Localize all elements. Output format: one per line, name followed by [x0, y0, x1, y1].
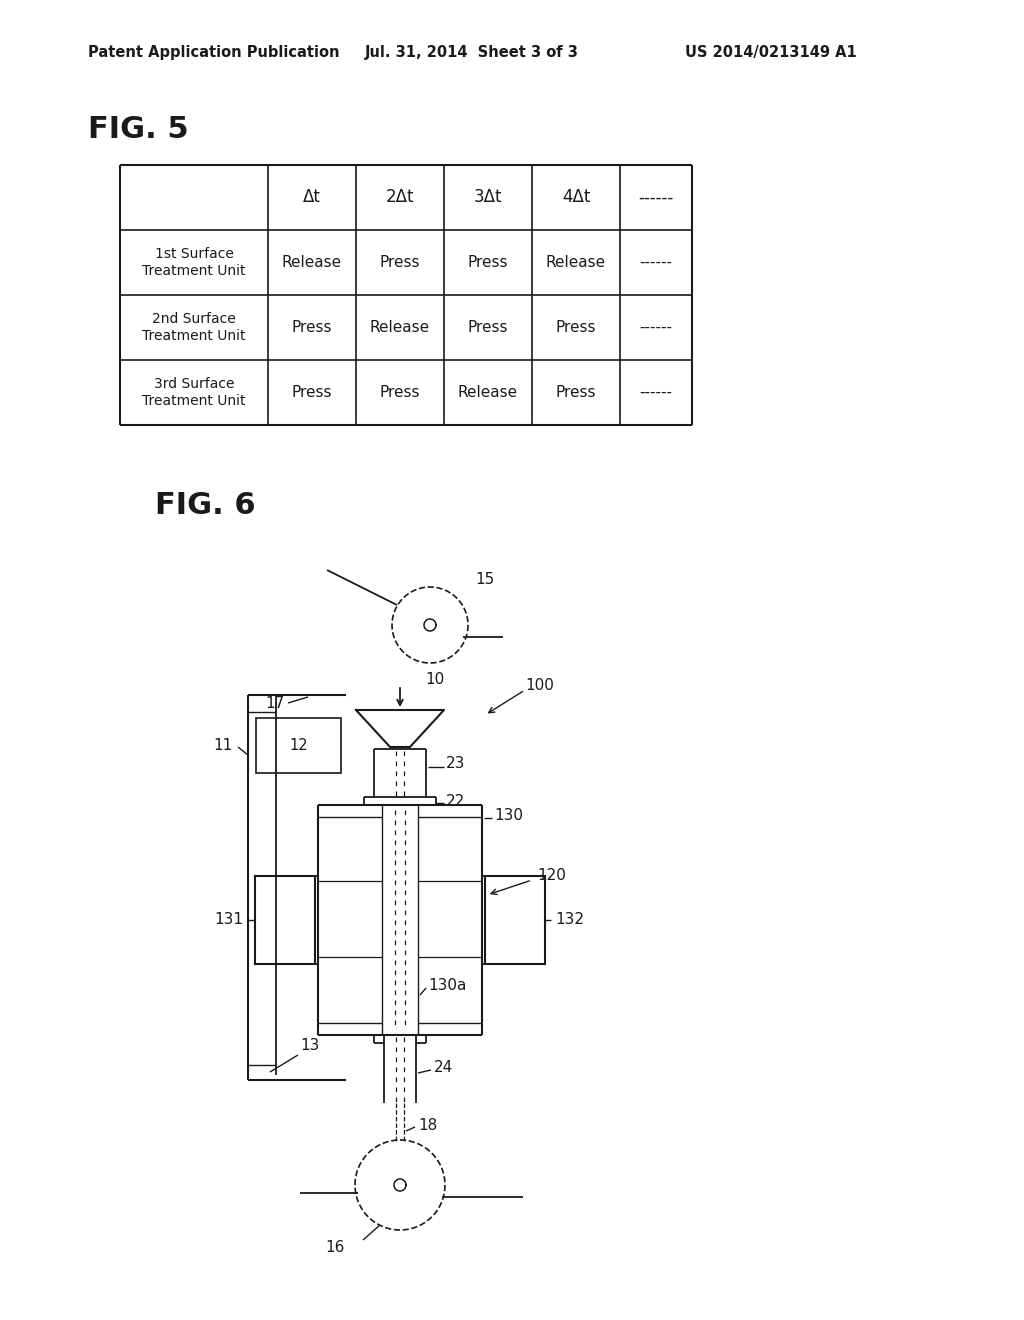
Text: Press: Press [556, 385, 596, 400]
Text: 17: 17 [266, 696, 285, 710]
Text: Δt: Δt [303, 189, 321, 206]
Text: 131: 131 [214, 912, 243, 928]
Text: 120: 120 [537, 867, 566, 883]
Text: Release: Release [458, 385, 518, 400]
Text: 2Δt: 2Δt [386, 189, 415, 206]
Text: 1st Surface
Treatment Unit: 1st Surface Treatment Unit [142, 247, 246, 277]
Text: 100: 100 [525, 677, 554, 693]
Text: FIG. 6: FIG. 6 [155, 491, 256, 520]
Text: 16: 16 [326, 1241, 345, 1255]
Text: 13: 13 [300, 1038, 319, 1052]
Text: 3rd Surface
Treatment Unit: 3rd Surface Treatment Unit [142, 378, 246, 408]
Text: Patent Application Publication: Patent Application Publication [88, 45, 340, 59]
Bar [256, 718, 341, 774]
Text: US 2014/0213149 A1: US 2014/0213149 A1 [685, 45, 857, 59]
Text: 2nd Surface
Treatment Unit: 2nd Surface Treatment Unit [142, 313, 246, 343]
Text: Release: Release [546, 255, 606, 271]
Text: 15: 15 [475, 573, 495, 587]
Text: ------: ------ [638, 189, 674, 206]
Text: ------: ------ [640, 385, 673, 400]
Text: FIG. 5: FIG. 5 [88, 116, 188, 144]
Text: Press: Press [468, 255, 508, 271]
Bar [255, 876, 315, 964]
Text: Jul. 31, 2014  Sheet 3 of 3: Jul. 31, 2014 Sheet 3 of 3 [365, 45, 579, 59]
Text: 23: 23 [446, 756, 465, 771]
Text: 3Δt: 3Δt [474, 189, 502, 206]
Text: 24: 24 [434, 1060, 454, 1074]
Text: 130: 130 [494, 808, 523, 822]
Text: 18: 18 [418, 1118, 437, 1133]
Text: 10: 10 [425, 672, 444, 688]
Text: 4Δt: 4Δt [562, 189, 590, 206]
Text: Press: Press [292, 319, 332, 335]
Text: Release: Release [282, 255, 342, 271]
Text: Press: Press [380, 255, 420, 271]
Text: Press: Press [468, 319, 508, 335]
Text: Press: Press [380, 385, 420, 400]
Text: ------: ------ [640, 319, 673, 335]
Text: Press: Press [556, 319, 596, 335]
Text: 12: 12 [289, 738, 308, 752]
Text: 11: 11 [214, 738, 233, 752]
Text: 132: 132 [555, 912, 584, 928]
Text: Press: Press [292, 385, 332, 400]
Text: 22: 22 [446, 793, 465, 808]
Bar [485, 876, 545, 964]
Text: 130a: 130a [428, 978, 466, 993]
Text: Release: Release [370, 319, 430, 335]
Text: ------: ------ [640, 255, 673, 271]
